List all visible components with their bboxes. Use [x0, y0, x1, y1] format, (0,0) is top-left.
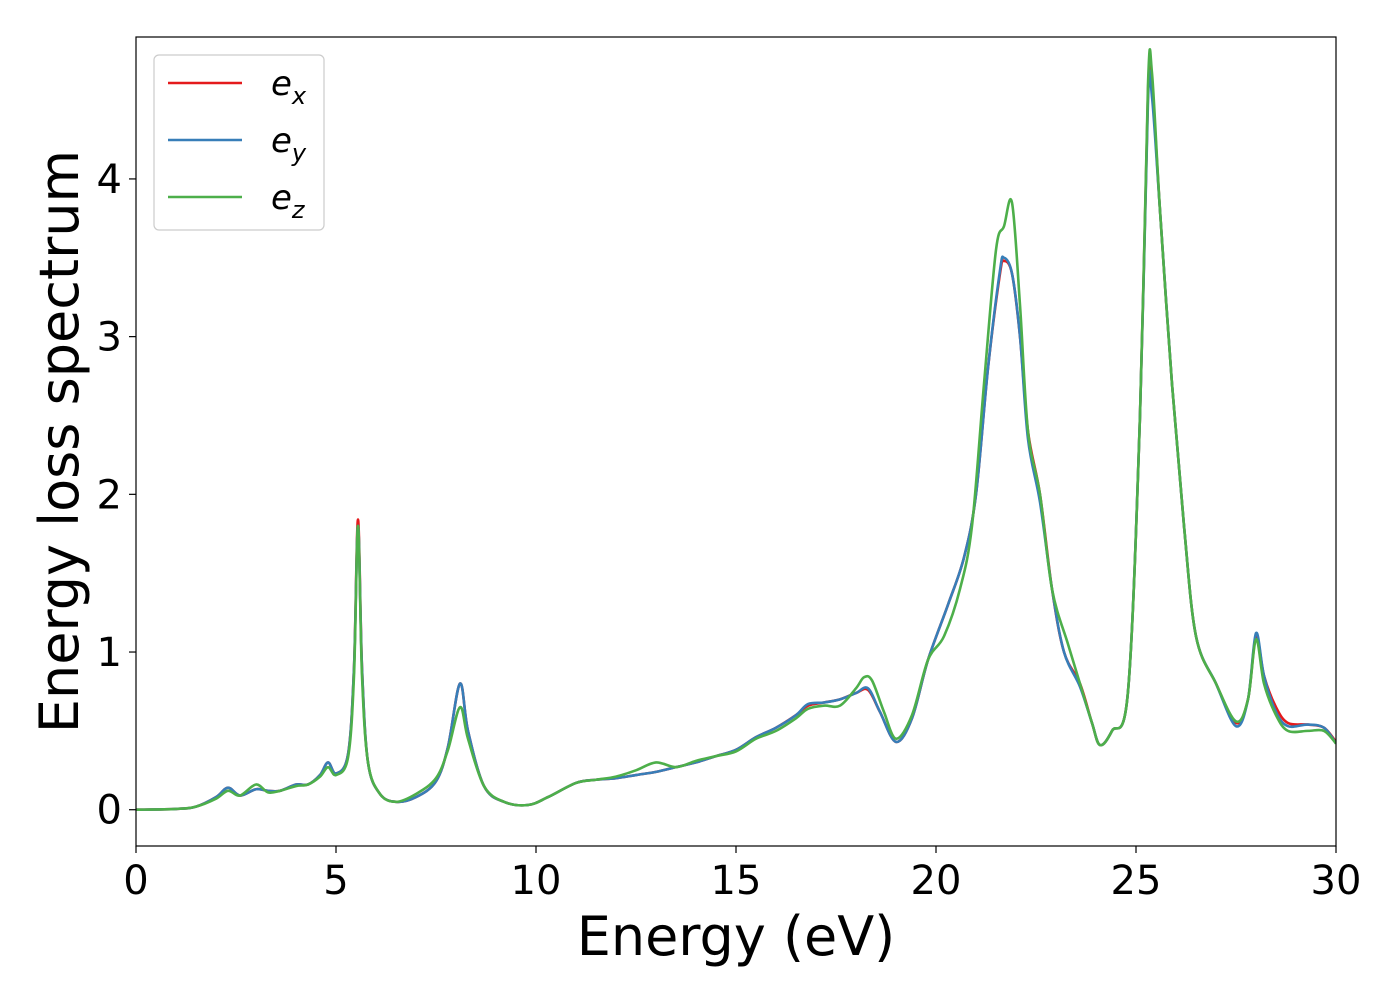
x-tick-label: 15 — [711, 858, 762, 904]
axis-ticks: 0 5 10 15 20 25 30 0 1 2 3 4 — [97, 157, 1362, 904]
legend-entry: ey — [271, 121, 307, 167]
y-tick-label: 4 — [97, 157, 122, 203]
x-tick-label: 30 — [1311, 858, 1362, 904]
plot-area — [136, 47, 1336, 812]
x-tick-label: 25 — [1111, 858, 1162, 904]
y-tick-label: 2 — [97, 472, 122, 518]
series-line-e-z — [136, 47, 1336, 812]
x-tick-label: 10 — [511, 858, 562, 904]
y-tick-label: 0 — [97, 788, 122, 834]
legend-entry: ex — [271, 64, 307, 110]
y-tick-label: 3 — [97, 315, 122, 361]
y-tick-label: 1 — [97, 630, 122, 676]
x-tick-label: 0 — [123, 858, 148, 904]
legend-box — [153, 54, 325, 231]
x-tick-label: 20 — [911, 858, 962, 904]
x-axis-label: Energy (eV) — [577, 905, 896, 968]
y-axis-label: Energy loss spectrum — [28, 150, 91, 733]
x-tick-label: 5 — [323, 858, 348, 904]
